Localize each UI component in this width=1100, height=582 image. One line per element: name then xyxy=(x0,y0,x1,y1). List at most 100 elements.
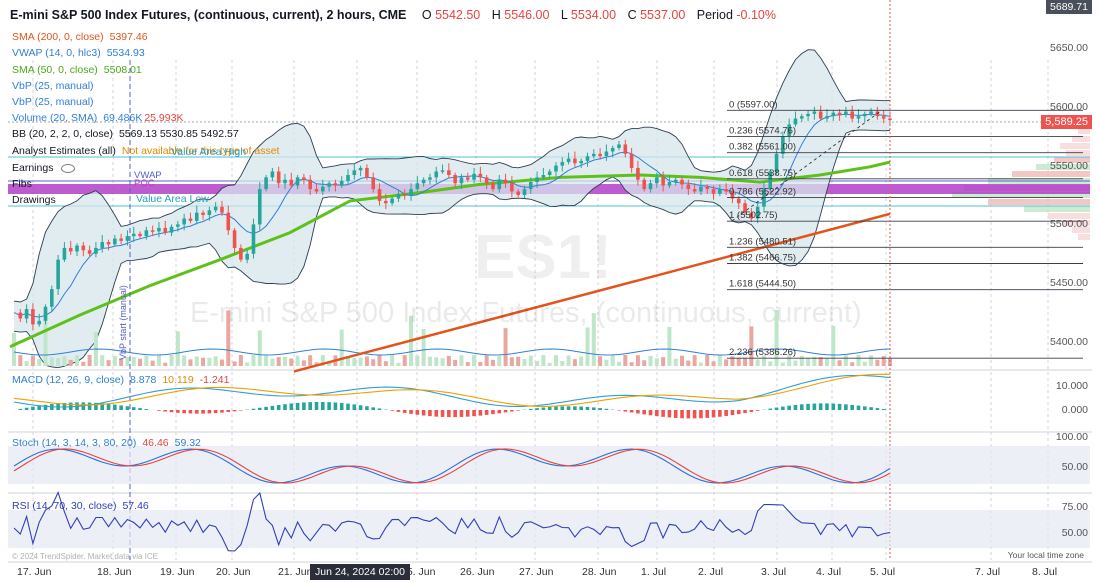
legend-vwap[interactable]: VWAP (14, 0, hlc3) 5534.93 xyxy=(12,47,145,59)
macd-histogram-bar xyxy=(194,410,199,414)
candle-body xyxy=(371,177,376,190)
macd-histogram-bar xyxy=(629,410,634,413)
volume-bar xyxy=(12,333,16,366)
macd-histogram-bar xyxy=(705,410,710,418)
macd-histogram-bar xyxy=(289,403,294,410)
macd-histogram-bar xyxy=(711,410,716,418)
candle-body xyxy=(358,167,363,171)
volume-bar xyxy=(799,355,804,366)
volume-bar xyxy=(680,355,685,366)
high-label: H xyxy=(491,8,501,22)
macd-histogram-bar xyxy=(346,403,350,410)
fib-label: 1.236 (5480.51) xyxy=(729,236,796,247)
stoch-panel xyxy=(8,446,1090,484)
macd-legend[interactable]: MACD (12, 26, 9, close) 8.878 10.119 -1.241 xyxy=(12,374,229,386)
legend-earnings-label: Earnings xyxy=(12,162,54,174)
fib-label: 0.236 (5574.76) xyxy=(729,125,796,136)
candle-body xyxy=(585,156,590,161)
legend-fibs[interactable]: Fibs xyxy=(12,178,32,190)
candle-body xyxy=(818,111,823,119)
macd-histogram-bar xyxy=(560,406,565,410)
volume-bar xyxy=(831,325,836,366)
legend-analyst[interactable]: Analyst Estimates (all) Not available for… xyxy=(12,145,279,157)
macd-histogram-bar xyxy=(743,410,747,414)
eye-icon[interactable] xyxy=(61,163,76,173)
volume-bar xyxy=(761,355,766,366)
macd-histogram-bar xyxy=(617,410,621,411)
legend-vbp-2[interactable]: VbP (25, manual) xyxy=(12,96,94,108)
candle-body xyxy=(566,158,571,163)
volume-bar xyxy=(37,359,42,366)
candle-body xyxy=(113,238,117,245)
macd-histogram-bar xyxy=(755,410,760,411)
legend-earnings[interactable]: Earnings xyxy=(12,162,76,174)
volume-bar xyxy=(768,361,773,366)
rsi-legend[interactable]: RSI (14, 70, 30, close) 57.46 xyxy=(12,500,149,512)
volume-bar xyxy=(686,360,691,366)
legend-bb[interactable]: BB (20, 2, 2, 0, close) 5569.13 5530.85 5… xyxy=(12,128,239,140)
macd-histogram-bar xyxy=(257,407,262,410)
watermark-name: E-mini S&P 500 Index Futures, (continuou… xyxy=(190,297,862,329)
candle-body xyxy=(869,111,873,114)
volume-bar xyxy=(654,358,659,366)
candle-body xyxy=(554,165,558,172)
legend-volume-value2: 25.993K xyxy=(144,112,184,124)
moving-averages xyxy=(9,113,891,373)
rsi-label: RSI (14, 70, 30, close) xyxy=(12,500,117,512)
legend-bb-label: BB (20, 2, 2, 0, close) xyxy=(12,128,113,140)
volume-bar xyxy=(793,360,798,366)
candle-body xyxy=(661,177,665,186)
candle-body xyxy=(711,189,716,194)
legend-volume-label: Volume (20, SMA) xyxy=(12,112,98,124)
volume-bar xyxy=(516,356,521,366)
vbp-bar xyxy=(1060,143,1090,149)
macd-histogram-bar xyxy=(579,406,583,410)
volume-bar xyxy=(598,356,603,366)
high-value: 5546.00 xyxy=(504,8,550,22)
volume-bar xyxy=(856,355,861,366)
stoch-legend[interactable]: Stoch (14, 3, 14, 3, 80, 20) 46.46 59.32 xyxy=(12,437,201,449)
volume-bar xyxy=(585,327,590,366)
candle-body xyxy=(131,233,136,237)
macd-histogram-bar xyxy=(528,408,533,410)
volume-bar xyxy=(535,360,540,366)
candle-body xyxy=(762,189,766,207)
macd-histogram-bar xyxy=(138,408,142,410)
candle-body xyxy=(18,312,23,319)
candle-body xyxy=(150,230,155,232)
legend-vbp-1[interactable]: VbP (25, manual) xyxy=(12,80,94,92)
legend-vwap-value: 5534.93 xyxy=(106,47,145,59)
candle-body xyxy=(598,153,602,157)
legend-drawings[interactable]: Drawings xyxy=(12,194,56,206)
volume-bar xyxy=(364,356,369,366)
macd-value-1: 8.878 xyxy=(130,374,157,386)
vbp-bar xyxy=(1072,136,1090,142)
volume-bar xyxy=(320,355,325,366)
volume-bar xyxy=(251,355,256,366)
candlesticks[interactable] xyxy=(18,105,892,331)
legend-volume[interactable]: Volume (20, SMA) 69.486K 25.993K xyxy=(12,112,183,124)
volume-bar xyxy=(472,355,477,366)
volume-bar xyxy=(276,356,281,366)
candle-body xyxy=(125,236,130,241)
legend-sma50[interactable]: SMA (50, 0, close) 5508.01 xyxy=(12,64,142,76)
volume-bar xyxy=(346,356,351,366)
candle-body xyxy=(579,160,583,164)
macd-histogram-bar xyxy=(447,410,451,418)
volume-bar xyxy=(182,355,187,366)
macd-histogram-bar xyxy=(812,403,817,410)
open-label: O xyxy=(421,8,432,22)
macd-histogram-bar xyxy=(793,404,798,410)
candle-body xyxy=(837,112,842,116)
legend-sma50-value: 5508.01 xyxy=(103,64,142,76)
volume-bar xyxy=(43,311,48,366)
candle-body xyxy=(396,193,401,199)
instrument-title[interactable]: E-mini S&P 500 Index Futures, (continuou… xyxy=(10,8,407,22)
volume-bars xyxy=(12,310,892,366)
macd-histogram-bar xyxy=(232,410,237,412)
legend-sma200[interactable]: SMA (200, 0, close) 5397.46 xyxy=(12,31,148,43)
candle-body xyxy=(730,191,735,199)
macd-histogram-bar xyxy=(100,403,105,410)
volume-bar xyxy=(774,310,779,366)
